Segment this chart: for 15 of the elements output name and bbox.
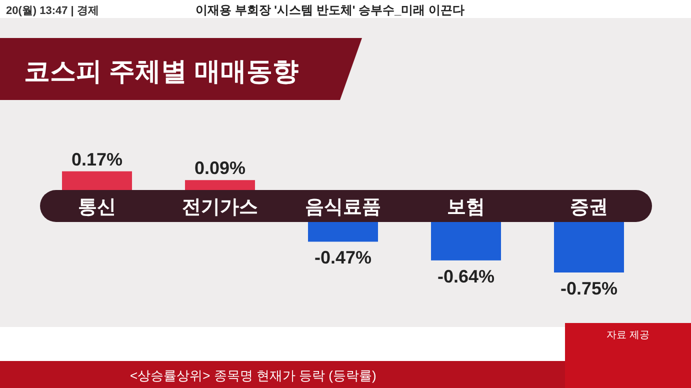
data-label: 0.09% [194, 158, 246, 178]
x-tick-label: 보험 [447, 197, 485, 218]
x-tick-label: 음식료품 [305, 197, 381, 218]
text: 이재용 부회장 '시스템 반도체' 승부수_미래 이끈다 [195, 3, 465, 17]
data-label: -0.64% [437, 266, 495, 286]
data-label: -0.47% [314, 248, 372, 268]
text: 20(월) 13:47 | 경제 [6, 5, 99, 17]
data-label: 0.17% [71, 149, 123, 170]
text: 자료 제공 [606, 330, 650, 341]
x-tick-label: 통신 [78, 197, 116, 218]
chart-title: 코스피 주체별 매매동향 [24, 56, 298, 86]
x-tick-label: 증권 [570, 197, 608, 218]
x-tick-label: 전기가스 [182, 197, 258, 218]
text: <상승률상위> 종목명 현재가 등락 (등락률) [130, 368, 376, 383]
data-label: -0.75% [560, 278, 618, 298]
